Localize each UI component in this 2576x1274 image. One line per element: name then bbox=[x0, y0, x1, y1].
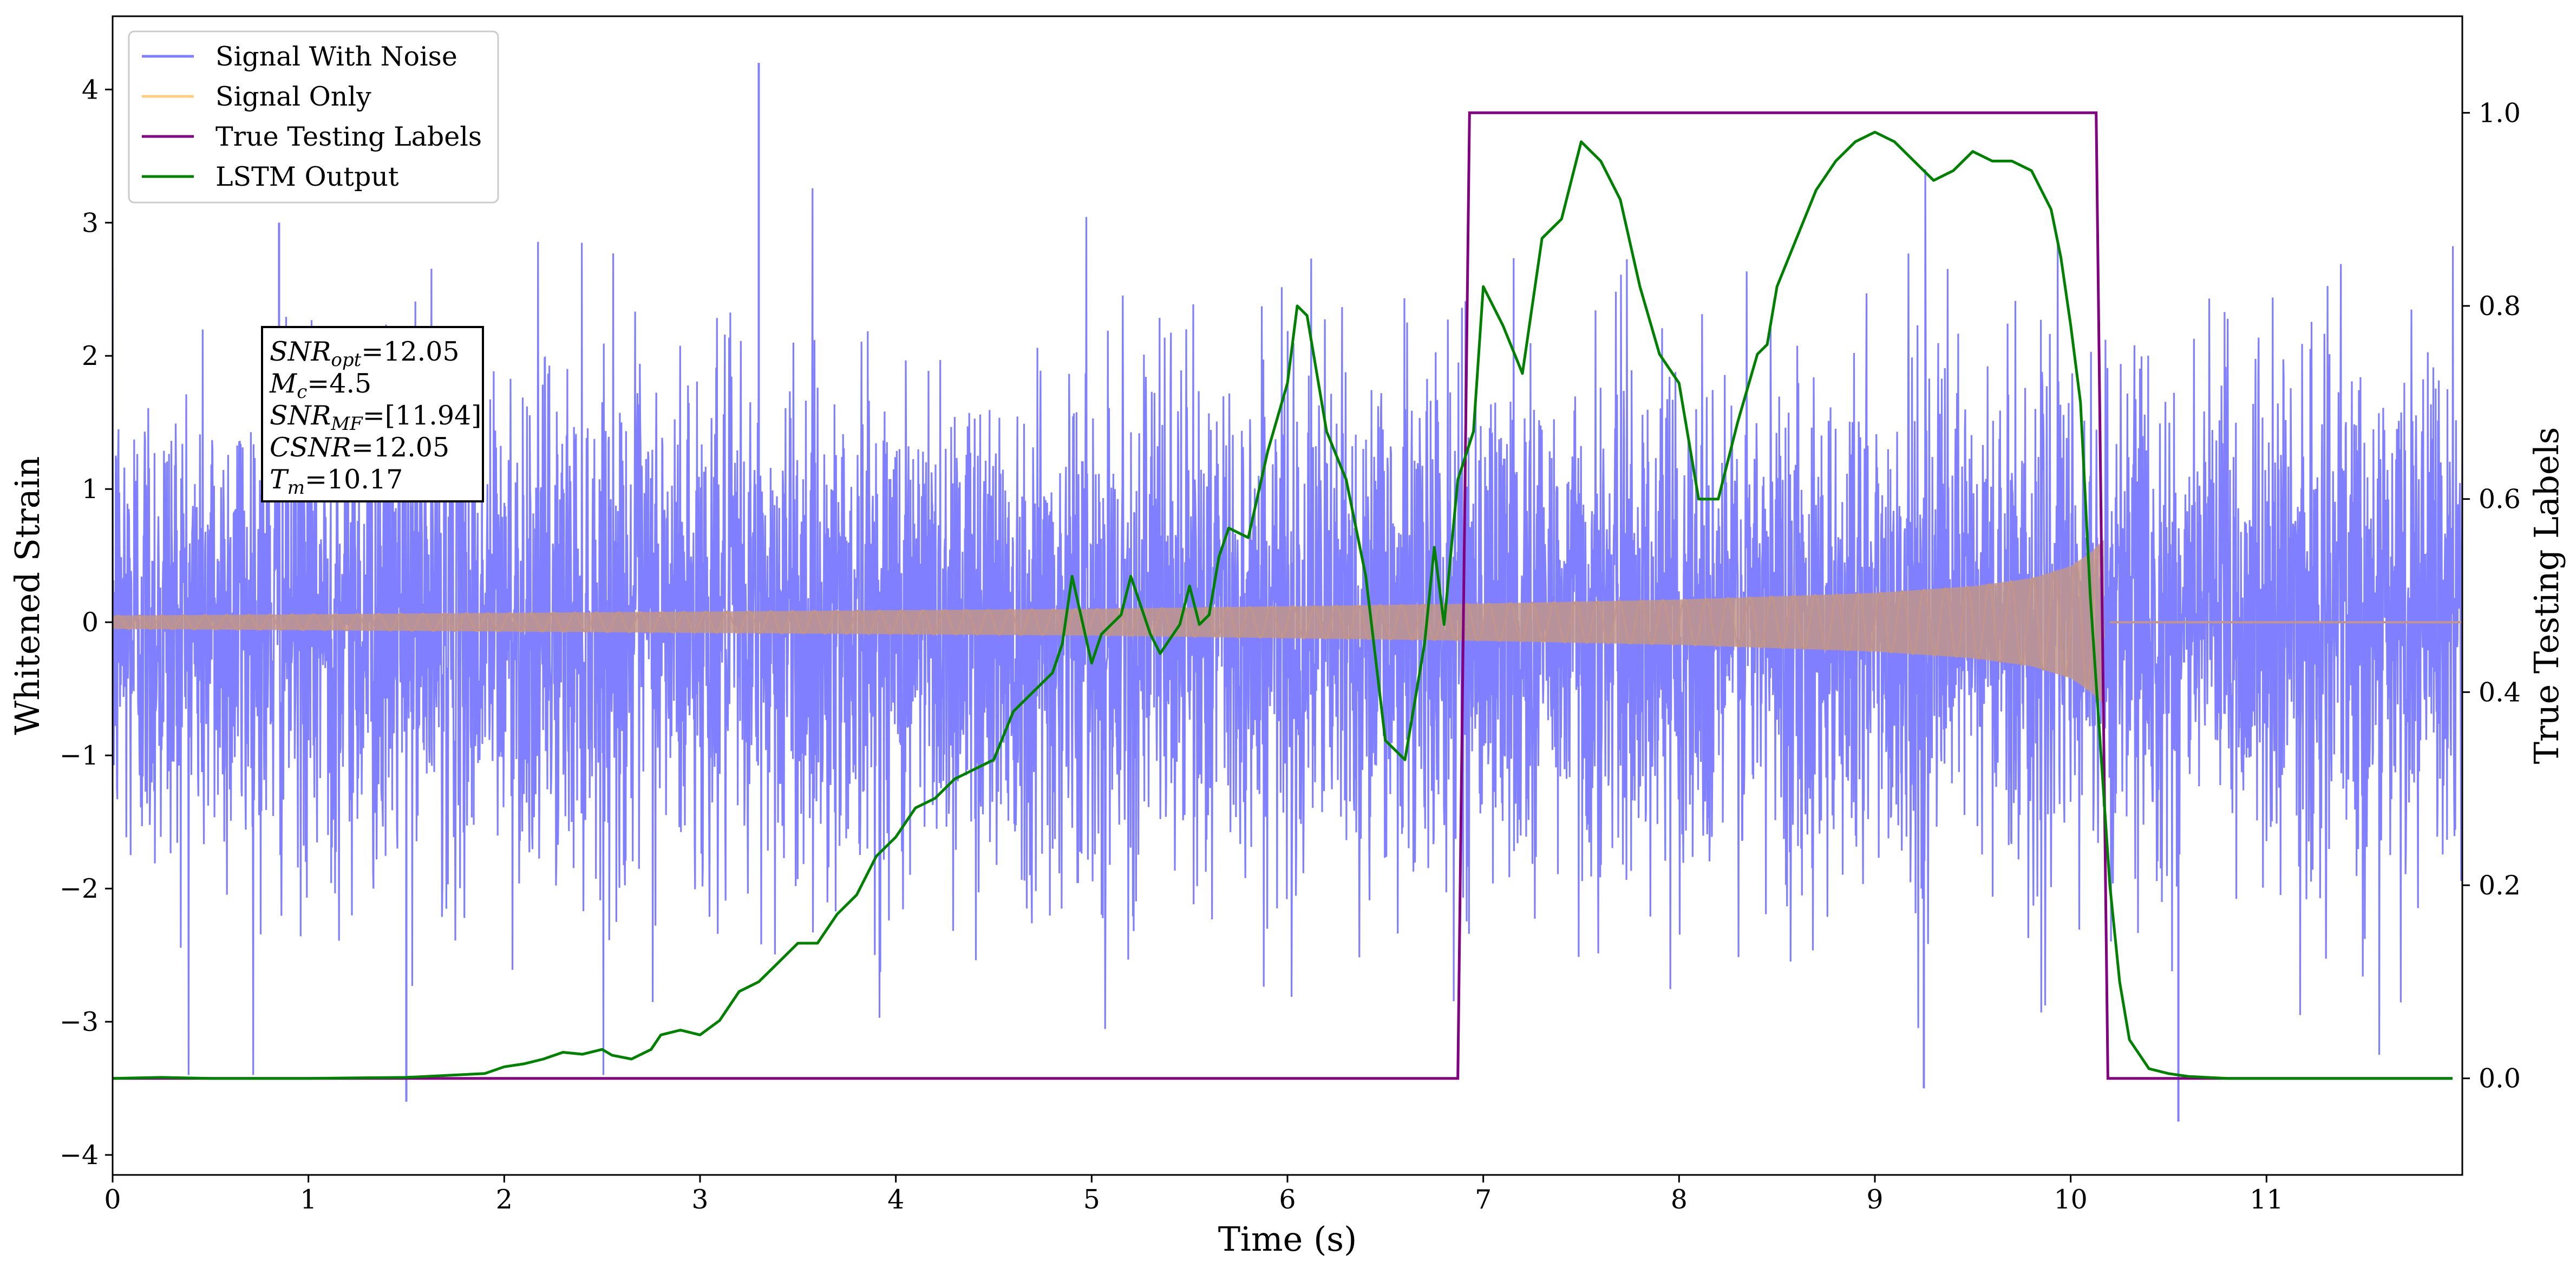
y-tick-label: −2 bbox=[60, 873, 99, 904]
info-symbol: T bbox=[270, 464, 289, 495]
y2-tick-label: 0.2 bbox=[2479, 870, 2521, 901]
x-axis-title: Time (s) bbox=[1218, 1219, 1357, 1259]
info-value: =4.5 bbox=[307, 368, 371, 399]
info-value: =12.05 bbox=[351, 432, 449, 463]
x-tick-label: 11 bbox=[2250, 1184, 2283, 1215]
legend-box bbox=[128, 30, 499, 204]
y-tick-label: −3 bbox=[60, 1007, 99, 1037]
x-tick-label: 7 bbox=[1475, 1184, 1492, 1215]
y-tick-label: −1 bbox=[60, 740, 99, 771]
y-tick-label: 4 bbox=[82, 74, 99, 105]
info-symbol: M bbox=[269, 368, 298, 399]
x-tick-label: 0 bbox=[104, 1184, 121, 1215]
y2-tick-label: 0.4 bbox=[2479, 677, 2521, 708]
y-tick-label: 1 bbox=[82, 474, 99, 505]
info-symbol: CSNR bbox=[270, 432, 351, 463]
info-value: =10.17 bbox=[305, 464, 403, 495]
y-tick-label: 0 bbox=[82, 607, 99, 638]
info-line: CSNR=12.05 bbox=[270, 432, 449, 463]
y2-tick-label: 0.6 bbox=[2479, 484, 2521, 515]
legend: Signal With Noise Signal Only True Testing… bbox=[128, 30, 499, 204]
x-tick-label: 4 bbox=[887, 1184, 904, 1215]
signal-only-series bbox=[113, 539, 2462, 705]
legend-label: Signal With Noise bbox=[215, 41, 457, 72]
signal-only-band bbox=[113, 539, 2104, 705]
info-value: =[11.94] bbox=[363, 400, 482, 431]
y-tick-label: −4 bbox=[60, 1140, 99, 1171]
y-tick-label: 2 bbox=[82, 341, 99, 371]
x-tick-label: 3 bbox=[691, 1184, 708, 1215]
info-symbol: SNR bbox=[270, 400, 331, 431]
y2-tick-label: 1.0 bbox=[2479, 97, 2521, 128]
info-line: Tm=10.17 bbox=[270, 464, 403, 499]
x-tick-label: 9 bbox=[1866, 1184, 1883, 1215]
info-subscript: opt bbox=[331, 349, 361, 371]
info-box-frame bbox=[261, 326, 484, 502]
y2-axis-title: True Testing Labels bbox=[2527, 427, 2566, 765]
y2-tick-label: 0.0 bbox=[2479, 1063, 2521, 1094]
x-tick-label: 10 bbox=[2054, 1184, 2087, 1215]
lstm-output-line bbox=[112, 130, 2453, 1080]
x-tick-label: 5 bbox=[1083, 1184, 1100, 1215]
info-symbol: SNR bbox=[270, 336, 331, 367]
legend-label: True Testing Labels bbox=[215, 121, 482, 152]
info-box: SNRopt=12.05Mc=4.5SNRMF=[11.94]CSNR=12.0… bbox=[261, 326, 484, 502]
x-tick-label: 2 bbox=[496, 1184, 513, 1215]
info-subscript: c bbox=[297, 381, 307, 403]
y-tick-label: 3 bbox=[82, 207, 99, 238]
info-value: =12.05 bbox=[361, 336, 459, 367]
x-tick-label: 1 bbox=[300, 1184, 317, 1215]
true-testing-labels-series bbox=[113, 111, 2453, 1080]
x-tick-label: 6 bbox=[1279, 1184, 1296, 1215]
signal-with-noise-series bbox=[113, 63, 2462, 1122]
info-line: SNRopt=12.05 bbox=[270, 336, 460, 371]
info-line: SNRMF=[11.94] bbox=[270, 400, 481, 435]
x-tick-label: 8 bbox=[1671, 1184, 1688, 1215]
info-subscript: m bbox=[287, 477, 305, 499]
axes: 0 1 2 3 4 5 6 7 8 9 10 11 −4 −3 −2 −1 0 1 2 3 4 0.0 0.2 0.4 0.6 0… bbox=[8, 15, 2566, 1259]
legend-label: Signal Only bbox=[215, 81, 371, 112]
true-testing-labels-line bbox=[113, 111, 2453, 1080]
y2-tick-label: 0.8 bbox=[2479, 291, 2521, 322]
info-subscript: MF bbox=[330, 413, 363, 435]
lstm-output-series bbox=[112, 130, 2453, 1080]
legend-label: LSTM Output bbox=[215, 161, 399, 192]
y-axis-title: Whitened Strain bbox=[8, 456, 47, 735]
signal-with-noise-line bbox=[113, 169, 2462, 1075]
info-line: Mc=4.5 bbox=[269, 368, 371, 403]
